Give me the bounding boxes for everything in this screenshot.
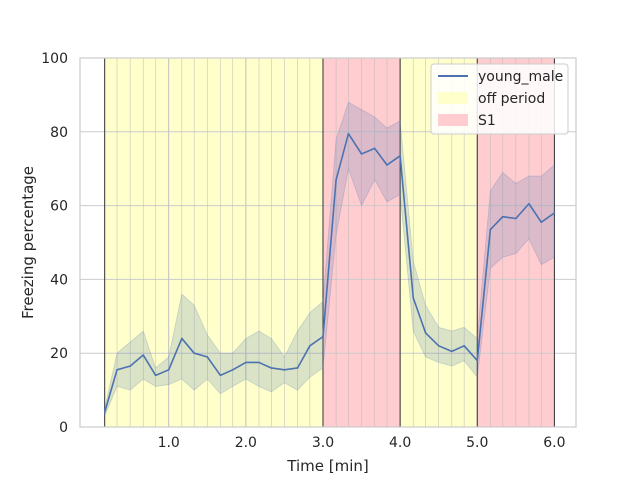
data-point-35: [553, 212, 556, 214]
data-point-15: [296, 367, 299, 369]
x-tick-label-5: 6.0: [543, 435, 565, 451]
data-point-22: [386, 164, 388, 166]
x-tick-label-1: 2.0: [235, 435, 257, 451]
data-point-11: [245, 361, 247, 364]
x-tick-label-0: 1.0: [158, 435, 180, 451]
data-point-0: [103, 411, 106, 414]
data-point-20: [360, 153, 363, 155]
y-tick-labels: 0 20 40 60 80 100: [41, 51, 68, 436]
data-point-28: [463, 345, 465, 347]
data-point-9: [219, 374, 222, 377]
data-point-32: [515, 217, 517, 220]
x-tick-label-4: 5.0: [466, 435, 488, 451]
data-point-33: [528, 202, 530, 205]
y-axis-label: Freezing percentage: [19, 166, 37, 319]
data-point-7: [193, 352, 195, 355]
y-tick-label-0: 0: [59, 420, 68, 436]
y-tick-label-4: 80: [50, 125, 68, 141]
data-point-25: [424, 332, 427, 334]
data-point-23: [399, 154, 401, 157]
data-point-3: [142, 354, 145, 356]
data-point-27: [451, 350, 453, 353]
data-point-13: [270, 367, 273, 369]
legend-swatch-1: [438, 92, 468, 104]
x-tick-label-3: 4.0: [389, 435, 411, 451]
data-point-19: [347, 132, 350, 135]
y-tick-label-3: 60: [50, 199, 68, 215]
data-point-21: [373, 147, 376, 150]
x-axis-label: Time [min]: [286, 457, 368, 475]
data-point-1: [116, 369, 118, 371]
data-point-12: [258, 361, 260, 364]
data-point-16: [309, 345, 311, 347]
series-line-0: [103, 132, 555, 413]
legend-label-1: off period: [478, 91, 545, 107]
axes-border: [79, 57, 577, 428]
data-point-18: [335, 178, 337, 181]
x-tick-label-2: 3.0: [312, 435, 334, 451]
data-point-8: [206, 356, 209, 358]
legend-label-0: young_male: [478, 69, 563, 85]
data-point-34: [540, 221, 543, 224]
data-point-17: [322, 335, 324, 338]
data-point-14: [283, 369, 286, 371]
x-tick-labels: 1.0 2.0 3.0 4.0 5.0 6.0: [158, 435, 566, 451]
y-tick-label-1: 20: [50, 346, 68, 362]
data-point-4: [154, 374, 157, 377]
y-tick-label-5: 100: [41, 51, 68, 67]
data-point-31: [501, 215, 504, 218]
y-tick-label-2: 40: [50, 272, 68, 288]
data-point-2: [129, 365, 131, 367]
data-point-24: [412, 297, 415, 299]
series-line: [103, 132, 556, 414]
legend-label-2: S1: [478, 113, 496, 129]
data-point-26: [437, 345, 440, 347]
data-point-30: [489, 228, 492, 231]
legend-swatch-2: [438, 114, 468, 126]
data-point-29: [476, 359, 479, 362]
axes-frame: [79, 57, 577, 428]
data-point-6: [181, 337, 183, 340]
data-point-10: [231, 369, 234, 371]
data-point-5: [167, 369, 170, 371]
